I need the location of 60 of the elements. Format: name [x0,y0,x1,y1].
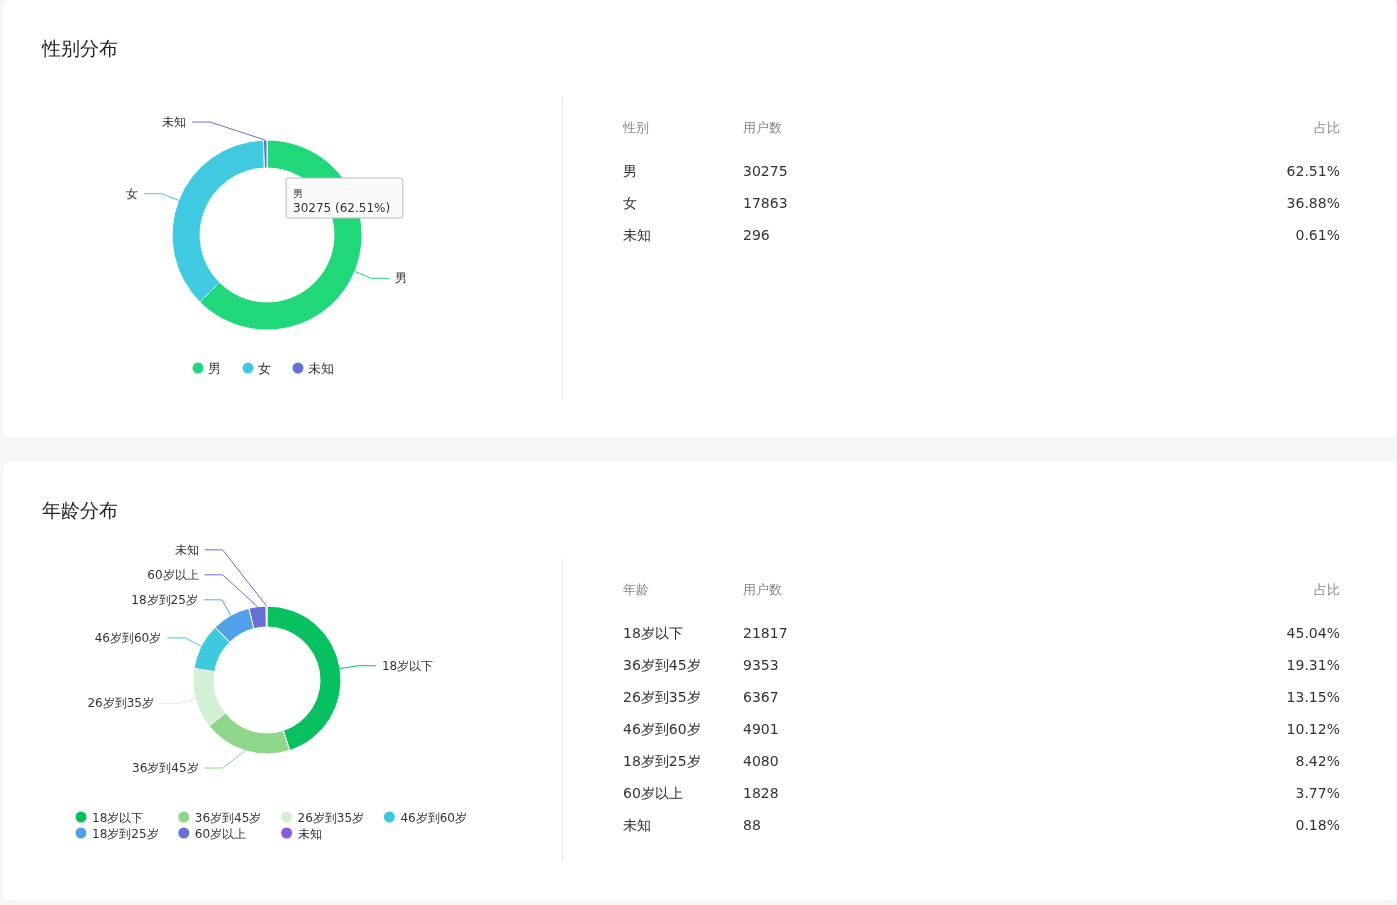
chart-title: 性别分布 [41,37,118,59]
legend-label: 60岁以上 [194,826,247,841]
legend-label: 18岁以下 [92,810,144,825]
text: 9353 [743,657,779,673]
text: 4080 [743,753,779,769]
legend-label: 男 [208,360,221,376]
text: 296 [743,227,770,243]
text: 6367 [743,689,779,705]
text: 45.04% [1286,625,1340,641]
text: 13.15% [1286,689,1340,705]
legend-label: 36岁到45岁 [194,810,262,825]
legend-label: 46岁到60岁 [400,810,467,825]
text: 21817 [743,625,788,641]
text: 0.61% [1295,227,1340,243]
text: 0.18% [1295,817,1340,833]
text: 性别 [622,120,649,135]
text: 30275 (62.51%) [293,201,391,215]
slice-label: 36岁到45岁 [132,761,199,776]
slice-label: 男 [395,271,408,286]
slice-label: 女 [125,186,138,201]
text: 18岁到25岁 [623,753,701,769]
slice-label: 未知 [174,542,199,557]
text: 36.88% [1286,195,1340,211]
legend-label: 未知 [308,360,334,376]
slice-label: 26岁到35岁 [87,696,154,711]
text: 26岁到35岁 [623,689,701,705]
text: 8.42% [1295,753,1340,769]
text: 男 [293,188,303,199]
slice-label: 未知 [162,115,186,130]
text: 18岁以下 [623,625,683,641]
chart-title: 年龄分布 [42,499,118,521]
text: 男 [623,163,637,179]
slice-label: 46岁到60岁 [94,630,162,645]
text: 女 [623,195,637,211]
text: 年龄 [623,582,649,597]
text: 88 [743,817,761,833]
text: 占比 [1314,120,1340,135]
slice-label: 60岁以上 [147,567,199,582]
text: 60岁以上 [623,785,683,801]
slice-label: 18岁以下 [381,658,434,673]
text: 用户数 [743,582,782,597]
text: 19.31% [1286,657,1340,673]
text: 占比 [1314,582,1340,597]
legend-label: 18岁到25岁 [92,826,159,841]
text: 用户数 [743,120,782,135]
text: 4901 [743,721,779,737]
text: 1828 [743,785,779,801]
slice-label: 18岁到25岁 [131,592,198,607]
text: 未知 [623,227,651,243]
text: 36岁到45岁 [623,657,701,673]
legend-label: 女 [258,360,271,376]
legend-label: 26岁到35岁 [297,810,365,825]
text: 46岁到60岁 [623,721,701,737]
text: 62.51% [1286,163,1340,179]
text: 17863 [743,195,788,211]
legend-label: 未知 [297,826,322,841]
text: 10.12% [1286,721,1340,737]
text: 3.77% [1295,785,1340,801]
text: 未知 [623,817,651,833]
text: 30275 [743,163,788,179]
